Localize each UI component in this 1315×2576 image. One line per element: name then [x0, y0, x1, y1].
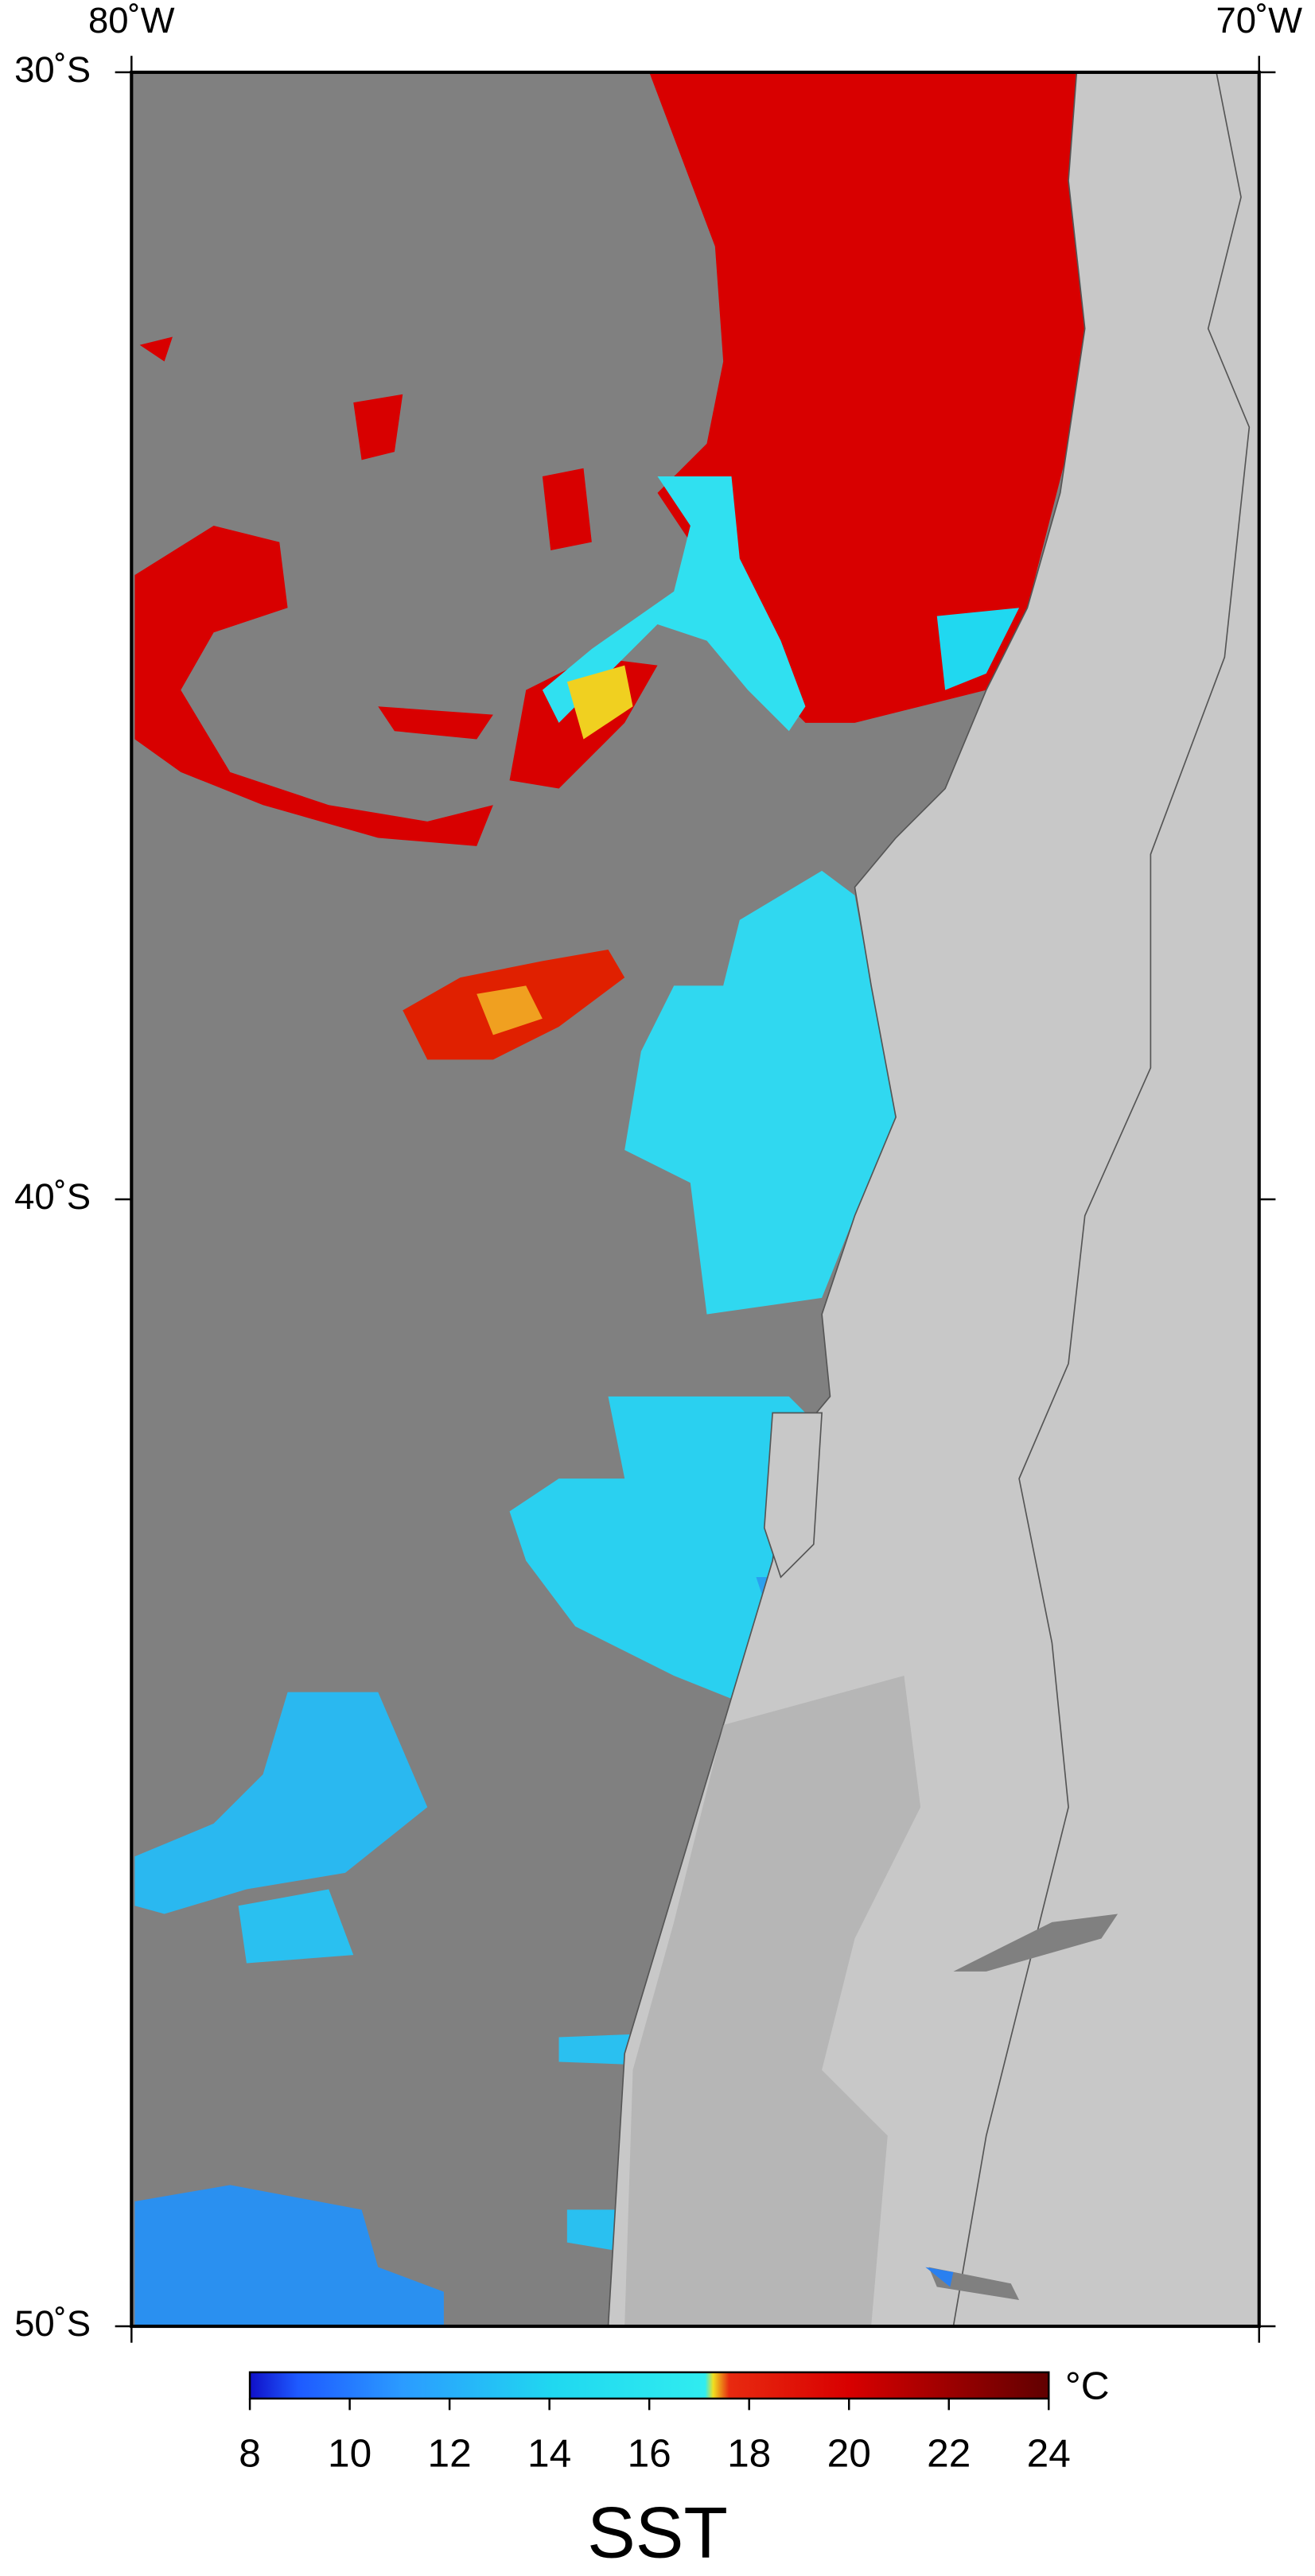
colorbar-tick-label: 22: [927, 2430, 971, 2475]
warm-sst-filament: [134, 526, 493, 846]
warm-sst-specks: [139, 336, 592, 740]
colorbar: 8 10 12 14 16 18 20 22 24 °C: [239, 2364, 1109, 2476]
cool-sst-region: [624, 870, 897, 1315]
frontal-sst-warm-edge: [566, 665, 633, 740]
lat-label: 50˚S: [14, 2303, 91, 2344]
fjords: [624, 1676, 921, 2327]
colorbar-ramp: [248, 2371, 1050, 2400]
frontal-sst-band: [542, 476, 806, 732]
colorbar-tick-label: 24: [1027, 2430, 1071, 2475]
lon-label: 80˚W: [88, 0, 175, 41]
lon-label: 70˚W: [1216, 0, 1302, 41]
colorbar-tick-label: 10: [328, 2430, 372, 2475]
title: SST: [587, 2493, 728, 2574]
cold-sst-region: [134, 2185, 444, 2327]
colorbar-tick-label: 18: [727, 2430, 771, 2475]
map-area: [131, 72, 1259, 2327]
cool-sst-specks: [238, 1889, 789, 2251]
island: [763, 1412, 823, 1579]
coastal-sst-patch: [936, 608, 1020, 690]
colorbar-unit: °C: [1065, 2364, 1110, 2408]
warm-sst-patch: [477, 985, 543, 1035]
colorbar-tick-label: 12: [428, 2430, 472, 2475]
colorbar-tick-label: 8: [239, 2430, 261, 2475]
map-axes: 80˚W 70˚W 30˚S 40˚S 50˚S: [14, 0, 1302, 2344]
warm-sst-region: [649, 72, 1085, 723]
colorbar-tick-label: 20: [827, 2430, 871, 2475]
colorbar-tick-label: 14: [527, 2430, 571, 2475]
colorbar-tick-label: 16: [628, 2430, 671, 2475]
lake-sst: [925, 2267, 954, 2287]
border: [952, 72, 1251, 2327]
lat-label: 30˚S: [14, 49, 91, 90]
cool-sst-region: [134, 1692, 428, 1914]
lat-label: 40˚S: [14, 1176, 91, 1217]
